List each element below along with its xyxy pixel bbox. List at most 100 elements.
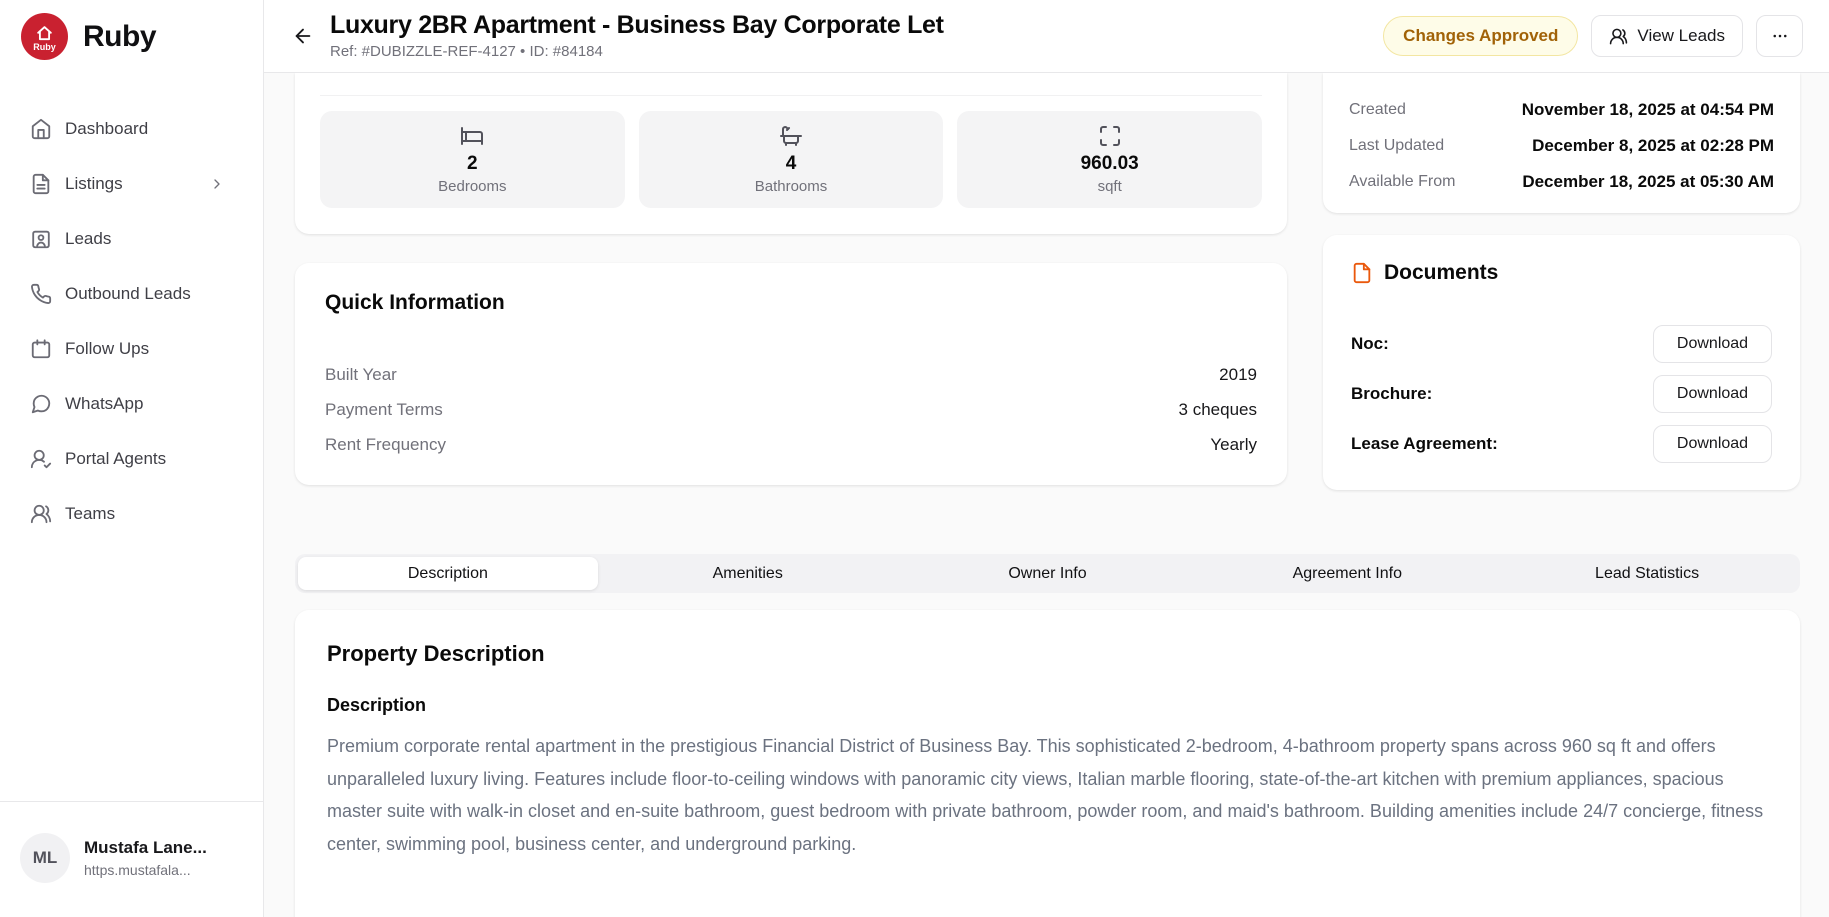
- info-value: 3 cheques: [1178, 400, 1257, 419]
- date-row-last-updated: Last Updated December 8, 2025 at 02:28 P…: [1349, 135, 1774, 157]
- user-name: Mustafa Lane...: [84, 838, 207, 857]
- sidebar-item-dashboard[interactable]: Dashboard: [20, 107, 243, 151]
- sidebar-item-label: Follow Ups: [65, 339, 150, 358]
- view-leads-label: View Leads: [1637, 26, 1725, 45]
- avatar: ML: [20, 833, 70, 883]
- divider: [320, 95, 1262, 96]
- page-title: Luxury 2BR Apartment - Business Bay Corp…: [330, 11, 944, 39]
- ruby-logo-icon: Ruby: [21, 13, 68, 60]
- date-value: November 18, 2025 at 04:54 PM: [1521, 100, 1774, 119]
- document-row-noc: Noc: Download: [1351, 325, 1772, 363]
- quick-information-title: Quick Information: [325, 291, 505, 314]
- info-row-built-year: Built Year 2019: [325, 365, 1257, 385]
- download-noc-button[interactable]: Download: [1653, 325, 1772, 363]
- info-row-rent-frequency: Rent Frequency Yearly: [325, 435, 1257, 455]
- home-icon: [30, 118, 52, 140]
- sidebar-item-portal-agents[interactable]: Portal Agents: [20, 437, 243, 481]
- stat-bedrooms: 2 Bedrooms: [320, 111, 625, 208]
- sidebar-item-label: Outbound Leads: [65, 284, 191, 303]
- bed-icon: [460, 124, 484, 148]
- bathrooms-label: Bathrooms: [754, 178, 828, 195]
- sidebar-item-whatsapp[interactable]: WhatsApp: [20, 382, 243, 426]
- documents-title: Documents: [1384, 261, 1499, 284]
- tab-amenities[interactable]: Amenities: [712, 564, 783, 582]
- user-url: https.mustafala...: [84, 862, 191, 878]
- sidebar-item-label: Dashboard: [65, 119, 149, 138]
- status-badge: Changes Approved: [1383, 16, 1579, 56]
- title-block: Luxury 2BR Apartment - Business Bay Corp…: [330, 11, 944, 61]
- documents-header: Documents: [1351, 261, 1772, 285]
- sidebar-item-label: Leads: [65, 229, 112, 248]
- download-brochure-button[interactable]: Download: [1653, 375, 1772, 413]
- quick-information-card: Quick Information Built Year 2019 Paymen…: [295, 263, 1287, 485]
- contact-card-icon: [30, 228, 52, 250]
- arrow-left-icon: [292, 25, 314, 47]
- detail-tabs: Description Amenities Owner Info Agreeme…: [295, 554, 1800, 593]
- chevron-right-icon: [209, 176, 225, 192]
- tab-lead-statistics[interactable]: Lead Statistics: [1595, 564, 1700, 582]
- bathrooms-value: 4: [785, 153, 797, 174]
- info-label: Built Year: [325, 365, 397, 384]
- date-label: Available From: [1349, 173, 1456, 190]
- document-label: Lease Agreement:: [1351, 434, 1498, 453]
- tab-agreement-info[interactable]: Agreement Info: [1292, 564, 1402, 582]
- phone-icon: [30, 283, 52, 305]
- header-actions: Changes Approved View Leads: [1383, 15, 1803, 57]
- ellipsis-icon: [1771, 27, 1789, 45]
- user-profile-text: Mustafa Lane... https.mustafala...: [84, 838, 207, 878]
- document-label: Brochure:: [1351, 384, 1433, 403]
- description-body: Premium corporate rental apartment in th…: [327, 736, 1764, 854]
- view-leads-button[interactable]: View Leads: [1591, 15, 1743, 57]
- bedrooms-label: Bedrooms: [438, 178, 507, 195]
- sidebar-item-listings[interactable]: Listings: [20, 162, 243, 206]
- file-text-icon: [30, 173, 52, 195]
- stat-bathrooms: 4 Bathrooms: [638, 111, 944, 208]
- document-row-brochure: Brochure: Download: [1351, 375, 1772, 413]
- content-area: 2 Bedrooms 4 Bathrooms 960.03 sqft: [264, 73, 1829, 917]
- date-row-available-from: Available From December 18, 2025 at 05:3…: [1349, 171, 1774, 193]
- property-description-card: Property Description Description Premium…: [295, 610, 1800, 917]
- date-value: December 8, 2025 at 02:28 PM: [1532, 136, 1774, 155]
- stats-row: 2 Bedrooms 4 Bathrooms 960.03 sqft: [320, 111, 1263, 208]
- user-profile[interactable]: ML Mustafa Lane... https.mustafala...: [0, 801, 263, 917]
- stat-area: 960.03 sqft: [957, 111, 1263, 208]
- file-icon: [1351, 262, 1373, 284]
- area-value: 960.03: [1080, 153, 1139, 174]
- sidebar-item-teams[interactable]: Teams: [20, 492, 243, 536]
- more-options-button[interactable]: [1756, 15, 1803, 57]
- sidebar-item-leads[interactable]: Leads: [20, 217, 243, 261]
- tab-owner-info[interactable]: Owner Info: [1008, 564, 1087, 582]
- date-label: Created: [1349, 101, 1406, 118]
- download-lease-agreement-button[interactable]: Download: [1653, 425, 1772, 463]
- left-column: 2 Bedrooms 4 Bathrooms 960.03 sqft: [295, 73, 1287, 485]
- sidebar-item-outbound-leads[interactable]: Outbound Leads: [20, 272, 243, 316]
- sidebar-item-label: Portal Agents: [65, 449, 167, 468]
- sidebar-item-follow-ups[interactable]: Follow Ups: [20, 327, 243, 371]
- date-row-created: Created November 18, 2025 at 04:54 PM: [1349, 99, 1774, 121]
- info-row-payment-terms: Payment Terms 3 cheques: [325, 400, 1257, 420]
- date-label: Last Updated: [1349, 137, 1445, 154]
- quick-information-rows: Built Year 2019 Payment Terms 3 cheques …: [325, 365, 1257, 455]
- info-label: Payment Terms: [325, 400, 443, 419]
- listing-dates-card: Created November 18, 2025 at 04:54 PM La…: [1323, 73, 1800, 213]
- sidebar-item-label: Teams: [65, 504, 116, 523]
- property-stats-card: 2 Bedrooms 4 Bathrooms 960.03 sqft: [295, 73, 1287, 234]
- users-icon: [30, 503, 52, 525]
- avatar-initials: ML: [32, 848, 58, 867]
- right-column: Created November 18, 2025 at 04:54 PM La…: [1323, 73, 1800, 490]
- date-value: December 18, 2025 at 05:30 AM: [1522, 172, 1774, 191]
- info-value: Yearly: [1210, 435, 1257, 454]
- calendar-icon: [30, 338, 52, 360]
- back-button[interactable]: [288, 21, 318, 51]
- sidebar-item-label: Listings: [65, 174, 123, 193]
- brand-name: Ruby: [83, 19, 157, 53]
- document-label: Noc:: [1351, 334, 1389, 353]
- maximize-icon: [1098, 124, 1122, 148]
- property-description-title: Property Description: [327, 641, 545, 666]
- area-label: sqft: [1097, 178, 1122, 195]
- users-icon: [1609, 27, 1628, 46]
- page-header: Luxury 2BR Apartment - Business Bay Corp…: [264, 0, 1829, 73]
- tab-description[interactable]: Description: [298, 557, 598, 590]
- info-label: Rent Frequency: [325, 435, 446, 454]
- logo-circle-label: Ruby: [33, 41, 56, 52]
